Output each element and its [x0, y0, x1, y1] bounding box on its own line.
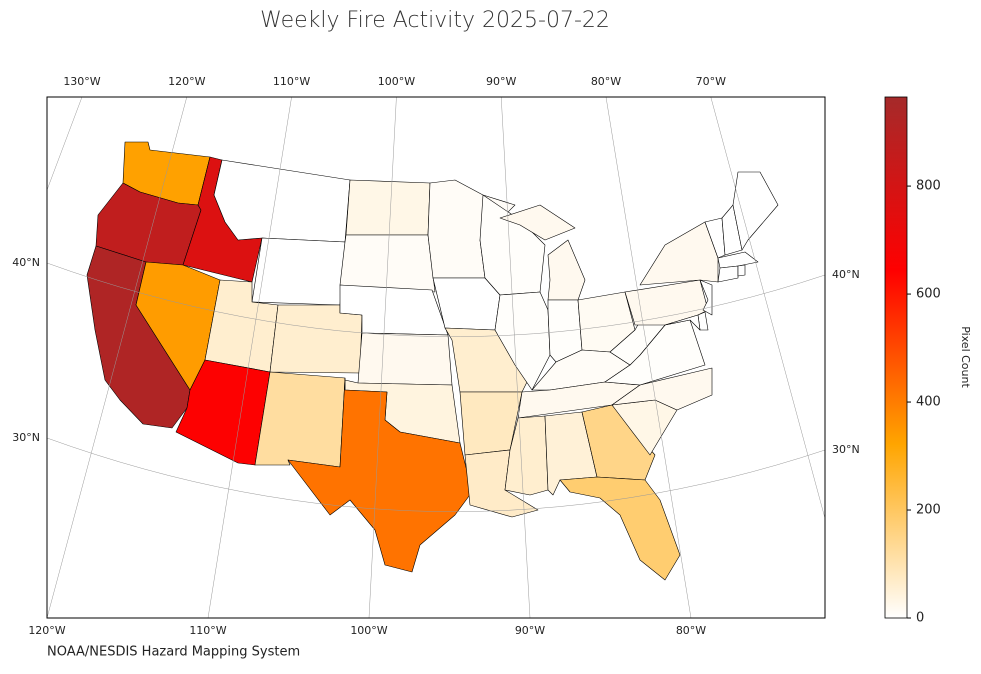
graticule	[47, 97, 825, 618]
lon-label-top: 120°W	[168, 75, 205, 88]
colorbar-tick-label: 600	[916, 287, 941, 302]
state	[287, 377, 473, 573]
state	[345, 179, 431, 236]
chart-title: Weekly Fire Activity 2025-07-22	[260, 8, 610, 33]
lon-label-bottom: 90°W	[515, 624, 545, 637]
state	[499, 204, 576, 241]
meridian	[207, 97, 292, 618]
lon-label-bottom: 80°W	[676, 624, 706, 637]
state	[581, 404, 656, 481]
lat-label-left: 40°N	[12, 256, 40, 269]
state	[732, 171, 779, 251]
state	[269, 304, 363, 374]
colorbar-tick-label: 200	[916, 503, 941, 518]
lon-label-top: 70°W	[696, 75, 726, 88]
meridian	[605, 97, 692, 618]
meridian	[47, 97, 83, 191]
source-credit: NOAA/NESDIS Hazard Mapping System	[47, 645, 300, 660]
state	[639, 221, 719, 286]
state	[547, 239, 586, 301]
states	[86, 141, 779, 581]
lat-label-left: 30°N	[12, 431, 40, 444]
state	[251, 237, 346, 306]
lon-label-top: 90°W	[486, 75, 516, 88]
colorbar-tick-label: 400	[916, 395, 941, 410]
parallel	[47, 437, 825, 512]
lat-label-right: 30°N	[832, 443, 860, 456]
state	[699, 279, 713, 316]
colorbar-label: Pixel Count	[959, 326, 972, 388]
state	[717, 265, 739, 283]
lon-label-bottom: 120°W	[28, 624, 65, 637]
colorbar	[884, 96, 908, 619]
meridian	[710, 97, 825, 520]
meridian	[500, 97, 531, 618]
lon-label-top: 100°W	[378, 75, 415, 88]
lat-label-right: 40°N	[832, 268, 860, 281]
lon-label-top: 80°W	[591, 75, 621, 88]
lon-label-bottom: 110°W	[189, 624, 226, 637]
state	[717, 251, 759, 269]
state	[737, 264, 746, 277]
colorbar-tick-label: 800	[916, 179, 941, 194]
map-frame	[46, 96, 826, 619]
lon-label-top: 110°W	[273, 75, 310, 88]
meridian	[368, 97, 397, 618]
colorbar-tick-label: 0	[916, 611, 924, 626]
state	[357, 332, 453, 386]
state	[664, 314, 701, 331]
lon-label-bottom: 100°W	[350, 624, 387, 637]
state	[213, 159, 351, 243]
lon-label-top: 130°W	[63, 75, 100, 88]
state	[559, 476, 681, 581]
state	[254, 371, 346, 468]
parallel	[47, 262, 825, 337]
meridian	[47, 97, 188, 618]
